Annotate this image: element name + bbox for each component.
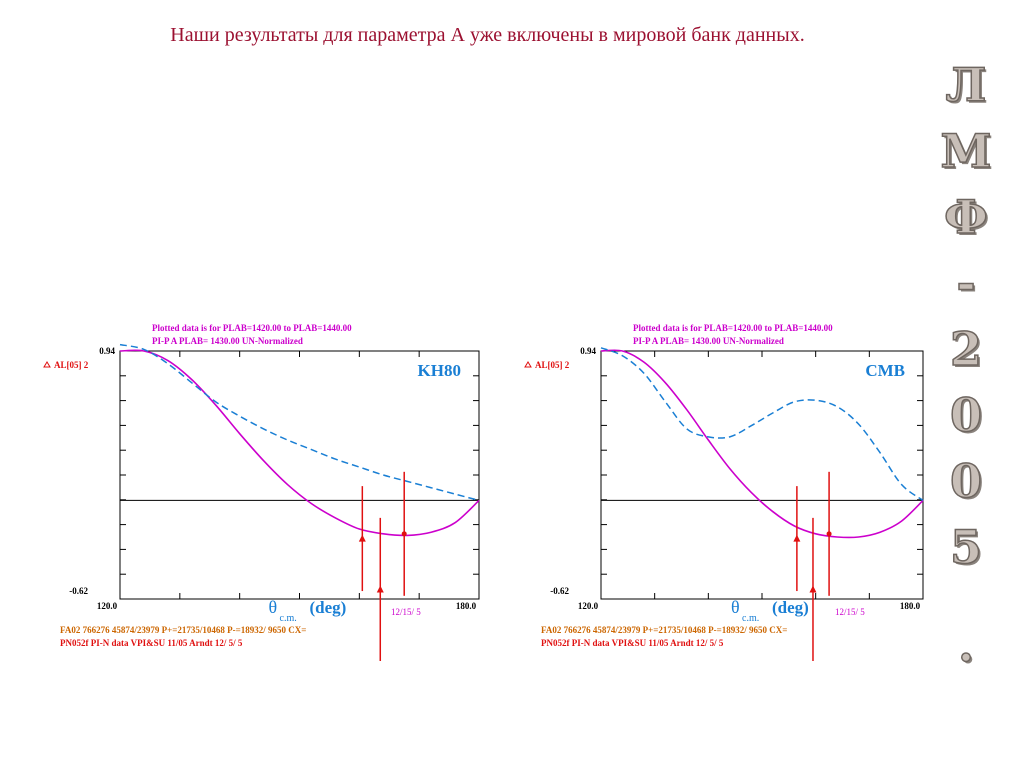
x-max-label: 180.0 <box>456 601 477 611</box>
chart-panel-kh80 <box>43 343 480 661</box>
page-title: Наши результаты для параметра А уже вклю… <box>170 24 805 46</box>
x-axis-unit: (deg) <box>310 598 347 617</box>
x-axis-subscript: c.m. <box>742 613 759 624</box>
x-axis-subscript: c.m. <box>280 613 297 624</box>
x-axis-unit: (deg) <box>772 598 809 617</box>
reference-curve <box>600 347 924 502</box>
logo-letter: М <box>940 123 992 179</box>
reference-curve <box>119 343 480 502</box>
y-min-label: -0.62 <box>69 586 88 596</box>
chart-panel-cmb <box>524 347 924 661</box>
data-point <box>809 585 817 593</box>
model-curve <box>119 349 480 537</box>
footer-line1: FA02 766276 45874/23979 P+=21735/10468 P… <box>541 625 787 635</box>
logo-letter: 0 <box>949 453 983 509</box>
logo-letter: - <box>956 255 977 311</box>
x-min-label: 120.0 <box>97 601 118 611</box>
logo-letter: Ф <box>943 189 988 245</box>
data-point <box>826 531 832 537</box>
plot-frame <box>119 350 480 600</box>
legend-label: AL[05] 2 <box>54 360 89 370</box>
chart-header-line2: PI-P A PLAB= 1430.00 UN-Normalized <box>633 336 784 346</box>
data-point <box>401 531 407 537</box>
logo-letter: 2 <box>949 321 983 377</box>
legend-marker <box>524 361 532 368</box>
plot-date-label: 12/15/ 5 <box>391 607 421 617</box>
data-point <box>793 534 801 542</box>
plot-date-label: 12/15/ 5 <box>835 607 865 617</box>
chart-tag: KH80 <box>418 361 461 380</box>
data-point <box>376 585 384 593</box>
footer-line2: PN052f PI-N data VPI&SU 11/05 Arndt 12/ … <box>541 638 724 648</box>
y-max-label: 0.94 <box>580 346 596 356</box>
legend-label: AL[05] 2 <box>535 360 570 370</box>
data-point <box>358 534 366 542</box>
logo-letter: 0 <box>949 387 983 443</box>
footer-line1: FA02 766276 45874/23979 P+=21735/10468 P… <box>60 625 306 635</box>
chart-header-line1: Plotted data is for PLAB=1420.00 to PLAB… <box>152 323 352 333</box>
footer-line2: PN052f PI-N data VPI&SU 11/05 Arndt 12/ … <box>60 638 243 648</box>
x-max-label: 180.0 <box>900 601 921 611</box>
logo-letter: 5 <box>949 519 983 575</box>
logo-letter: Л <box>945 57 987 113</box>
legend-marker <box>43 361 51 368</box>
y-min-label: -0.62 <box>550 586 569 596</box>
x-axis-theta: θ <box>731 597 740 617</box>
x-min-label: 120.0 <box>578 601 599 611</box>
chart-header-line2: PI-P A PLAB= 1430.00 UN-Normalized <box>152 336 303 346</box>
chart-header-line1: Plotted data is for PLAB=1420.00 to PLAB… <box>633 323 833 333</box>
plot-frame <box>600 350 924 600</box>
model-curve <box>600 349 924 539</box>
chart-tag: CMB <box>865 361 905 380</box>
y-max-label: 0.94 <box>99 346 115 356</box>
logo-letter: . <box>957 617 975 673</box>
x-axis-theta: θ <box>269 597 278 617</box>
